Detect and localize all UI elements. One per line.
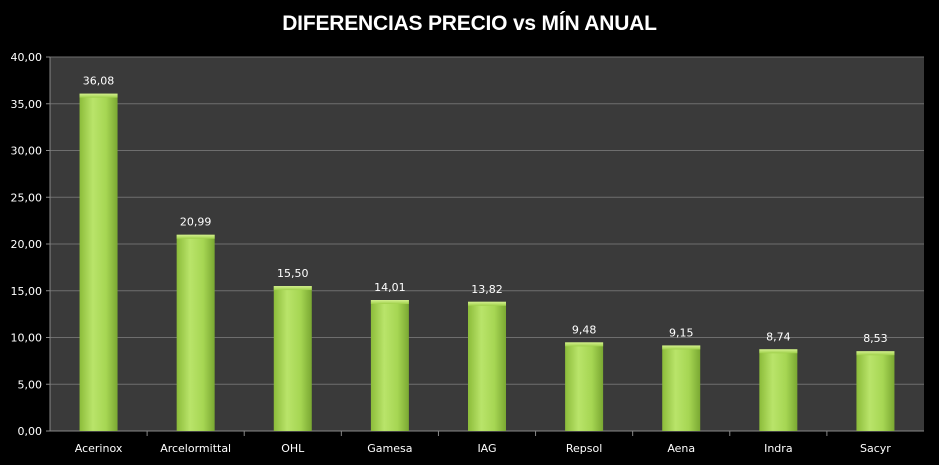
bar-ohl	[273, 286, 312, 431]
x-tick-label: Gamesa	[367, 442, 412, 455]
bar-cap-sacyr	[856, 351, 895, 356]
y-tick-label: 5,00	[18, 378, 43, 391]
y-tick-label: 30,00	[11, 145, 43, 158]
x-tick-label: Aena	[667, 442, 695, 455]
bar-iag	[468, 301, 506, 431]
data-label: 8,74	[766, 330, 791, 343]
data-label: 15,50	[277, 267, 309, 280]
bar-repsol	[565, 342, 604, 431]
x-tick-label: Repsol	[566, 442, 602, 455]
chart-title: DIFERENCIAS PRECIO vs MÍN ANUAL	[282, 12, 657, 35]
data-label: 14,01	[374, 281, 406, 294]
bar-cap-repsol	[565, 342, 604, 347]
data-label: 36,08	[83, 75, 115, 88]
bar-cap-aena	[662, 345, 701, 350]
y-tick-label: 40,00	[11, 51, 43, 64]
bar-sacyr	[856, 351, 895, 431]
bar-cap-gamesa	[370, 300, 409, 305]
y-tick-label: 10,00	[11, 332, 43, 345]
bar-cap-iag	[468, 301, 506, 306]
x-tick-label: OHL	[281, 442, 305, 455]
data-label: 9,48	[572, 323, 597, 336]
x-tick-label: Sacyr	[860, 442, 891, 455]
y-tick-label: 35,00	[11, 98, 43, 111]
bar-acerinox	[79, 93, 118, 431]
bar-cap-indra	[759, 349, 798, 354]
y-tick-label: 25,00	[11, 191, 43, 204]
bar-cap-ohl	[273, 286, 312, 291]
y-tick-label: 0,00	[18, 425, 43, 438]
bar-aena	[662, 345, 701, 431]
data-label: 20,99	[180, 216, 212, 229]
data-label: 8,53	[863, 332, 888, 345]
bar-cap-acerinox	[79, 93, 118, 98]
x-tick-label: Indra	[764, 442, 792, 455]
x-tick-label: Arcelormittal	[160, 442, 231, 455]
bar-indra	[759, 349, 798, 431]
data-label: 9,15	[669, 326, 694, 339]
y-tick-label: 15,00	[11, 285, 43, 298]
bar-gamesa	[370, 300, 409, 431]
bar-arcelormittal	[176, 234, 215, 431]
x-tick-label: Acerinox	[75, 442, 123, 455]
y-tick-label: 20,00	[11, 238, 43, 251]
data-label: 13,82	[471, 283, 503, 296]
bar-cap-arcelormittal	[176, 234, 215, 239]
x-tick-label: IAG	[477, 442, 496, 455]
